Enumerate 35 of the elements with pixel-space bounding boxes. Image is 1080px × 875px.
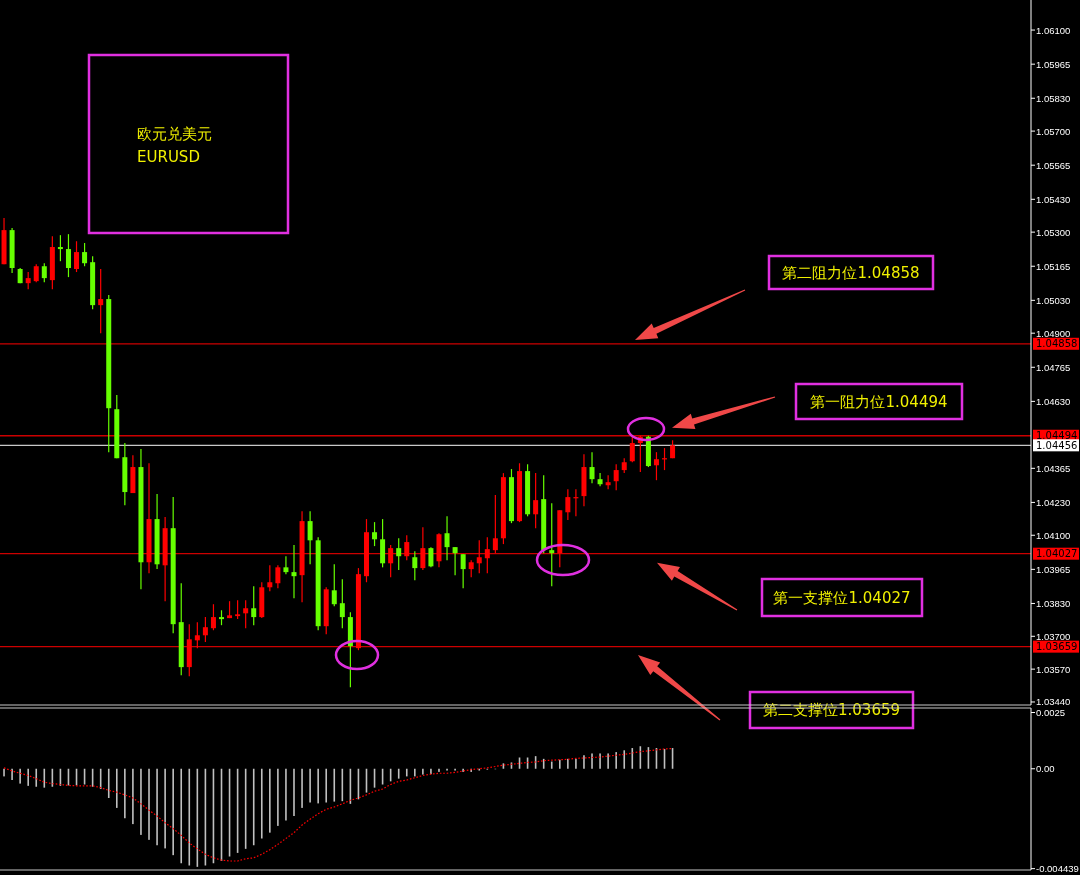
y-tick-label: 1.03570 (1036, 663, 1071, 675)
text: EURUSD (137, 148, 200, 166)
y-tick-label: 1.06100 (1036, 24, 1071, 36)
y-tick-label: 0.0025 (1036, 707, 1066, 718)
annotation: 第一阻力位1.04494 (810, 392, 948, 411)
ref-line-label: 1.04858 (1036, 338, 1078, 350)
y-tick-label: 1.05300 (1036, 226, 1071, 238)
y-tick-label: 1.04230 (1036, 496, 1071, 508)
y-tick-label: 1.05565 (1036, 159, 1071, 171)
ref-line-label: 1.04494 (1036, 430, 1078, 442)
ref-line-label: 1.04456 (1036, 439, 1078, 451)
y-tick-label: 0.00 (1036, 763, 1055, 775)
text: 欧元兑美元 (137, 125, 212, 143)
y-tick-label: 1.03965 (1036, 563, 1071, 575)
y-tick-label: 1.05830 (1036, 92, 1071, 104)
annotation: 第一支撑位1.04027 (773, 588, 911, 607)
annotation: 第二支撑位1.03659 (762, 701, 901, 719)
line-series (3, 747, 674, 862)
y-tick-label: 1.04630 (1036, 395, 1071, 407)
y-tick-label: 1.05030 (1036, 294, 1071, 306)
y-tick-label: 1.04765 (1036, 361, 1071, 373)
y-tick-label: 1.04100 (1036, 529, 1071, 541)
y-tick-label: 1.05700 (1036, 125, 1071, 137)
y-tick-label: -0.004439 (1036, 863, 1079, 875)
y-tick-label: 1.05430 (1036, 193, 1071, 205)
y-tick-label: 1.04365 (1036, 462, 1071, 474)
y-tick-label: 1.03830 (1036, 597, 1071, 609)
y-tick-label: 1.04900 (1036, 327, 1071, 339)
annotation: 第二阻力位1.04858 (782, 263, 920, 282)
y-tick-label: 1.05165 (1036, 260, 1071, 272)
ref-line-label: 1.04027 (1036, 548, 1078, 560)
y-tick-label: 1.03700 (1036, 630, 1071, 642)
y-tick-label: 1.05965 (1036, 58, 1071, 70)
ref-line-label: 1.03659 (1036, 641, 1078, 653)
y-tick-label: 1.03440 (1036, 696, 1071, 708)
